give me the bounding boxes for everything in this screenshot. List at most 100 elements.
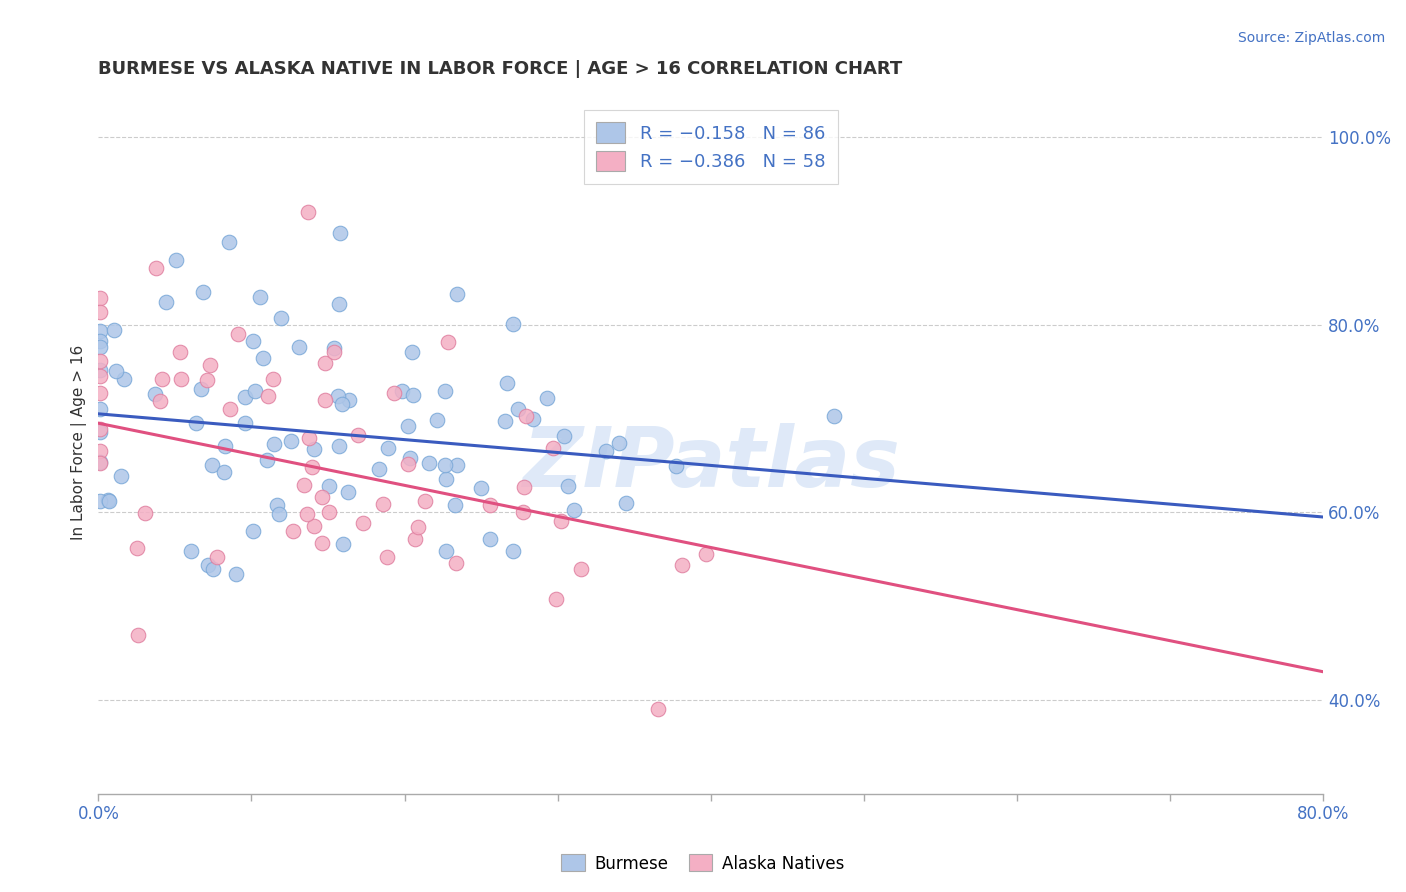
Point xyxy=(328,439,350,453)
Point xyxy=(127,628,149,642)
Point xyxy=(201,458,224,472)
Point xyxy=(180,544,202,558)
Point xyxy=(446,286,468,301)
Point xyxy=(145,260,167,275)
Point xyxy=(406,520,429,534)
Point xyxy=(695,547,717,561)
Point xyxy=(89,368,111,383)
Point xyxy=(314,356,336,370)
Point xyxy=(298,431,321,445)
Point xyxy=(404,532,426,546)
Text: BURMESE VS ALASKA NATIVE IN LABOR FORCE | AGE > 16 CORRELATION CHART: BURMESE VS ALASKA NATIVE IN LABOR FORCE … xyxy=(98,60,903,78)
Point xyxy=(377,441,399,455)
Point xyxy=(328,297,350,311)
Point xyxy=(444,557,467,571)
Point xyxy=(322,341,344,355)
Point xyxy=(225,567,247,582)
Point xyxy=(434,544,457,558)
Point xyxy=(89,494,111,508)
Point xyxy=(328,388,350,402)
Point xyxy=(478,532,501,546)
Point xyxy=(328,226,350,240)
Point xyxy=(301,460,323,475)
Point xyxy=(89,324,111,338)
Point xyxy=(89,455,111,469)
Point xyxy=(536,391,558,405)
Point xyxy=(89,386,111,401)
Point xyxy=(346,428,368,442)
Point xyxy=(373,498,395,512)
Point xyxy=(233,390,256,404)
Point xyxy=(330,397,353,411)
Point xyxy=(302,442,325,456)
Point xyxy=(550,514,572,528)
Point xyxy=(97,492,120,507)
Point xyxy=(470,481,492,495)
Point xyxy=(191,285,214,300)
Point xyxy=(270,310,292,325)
Point xyxy=(89,443,111,458)
Point xyxy=(207,549,229,564)
Point xyxy=(426,413,449,427)
Point xyxy=(562,503,585,517)
Point xyxy=(165,253,187,268)
Point xyxy=(104,364,127,378)
Point xyxy=(288,340,311,354)
Point xyxy=(444,498,467,512)
Legend: R = −0.158   N = 86, R = −0.386   N = 58: R = −0.158 N = 86, R = −0.386 N = 58 xyxy=(583,110,838,184)
Point xyxy=(522,411,544,425)
Point xyxy=(647,702,669,716)
Point xyxy=(434,472,457,486)
Point xyxy=(110,469,132,483)
Point xyxy=(823,409,845,423)
Point xyxy=(396,457,419,471)
Point xyxy=(155,294,177,309)
Point xyxy=(89,340,111,354)
Point xyxy=(195,373,218,387)
Text: Source: ZipAtlas.com: Source: ZipAtlas.com xyxy=(1237,31,1385,45)
Point xyxy=(197,558,219,573)
Point xyxy=(323,344,346,359)
Point xyxy=(446,458,468,472)
Legend: Burmese, Alaska Natives: Burmese, Alaska Natives xyxy=(555,847,851,880)
Point xyxy=(297,204,319,219)
Point xyxy=(256,452,278,467)
Point xyxy=(479,498,502,512)
Point xyxy=(249,290,271,304)
Point xyxy=(595,443,617,458)
Point xyxy=(149,394,172,409)
Point xyxy=(214,439,236,453)
Point xyxy=(402,388,425,402)
Point xyxy=(302,518,325,533)
Point xyxy=(89,402,111,417)
Point xyxy=(671,558,693,573)
Point xyxy=(614,496,637,510)
Point xyxy=(382,386,405,401)
Point xyxy=(169,345,191,359)
Point xyxy=(252,351,274,365)
Point xyxy=(311,535,333,549)
Point xyxy=(352,516,374,530)
Point xyxy=(314,393,336,408)
Point xyxy=(297,507,319,521)
Point xyxy=(398,451,420,466)
Point xyxy=(89,363,111,377)
Point xyxy=(89,421,111,435)
Point xyxy=(337,393,360,408)
Point xyxy=(515,409,537,423)
Point xyxy=(332,537,354,551)
Point xyxy=(418,456,440,470)
Point xyxy=(609,436,631,450)
Point xyxy=(396,419,419,434)
Point xyxy=(233,417,256,431)
Point xyxy=(281,524,304,539)
Point xyxy=(433,384,456,398)
Point xyxy=(170,371,193,385)
Point xyxy=(112,371,135,385)
Point xyxy=(150,372,173,386)
Point xyxy=(245,384,267,399)
Point xyxy=(311,490,333,504)
Point xyxy=(434,458,457,472)
Point xyxy=(89,334,111,349)
Point xyxy=(98,493,121,508)
